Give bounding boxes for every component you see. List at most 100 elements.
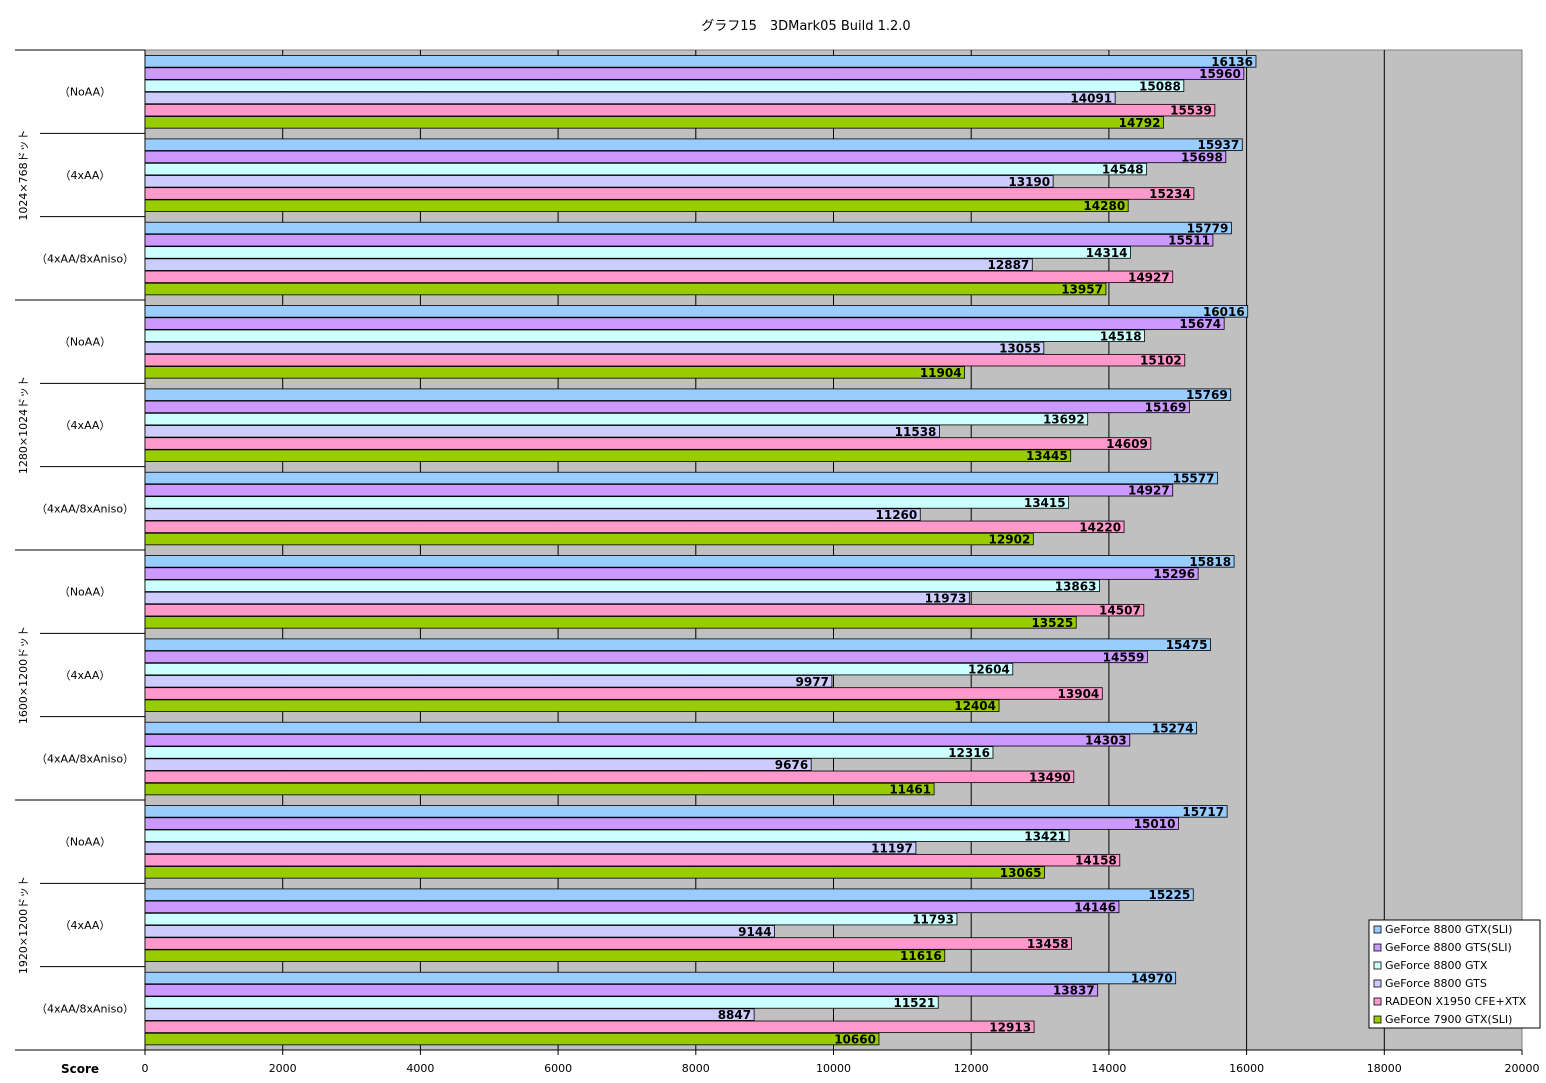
data-label: 15169 [1145, 400, 1187, 414]
bar [144, 555, 1235, 568]
data-label: 10660 [834, 1033, 876, 1047]
chart-title: グラフ15 3DMark05 Build 1.2.0 [701, 19, 910, 34]
data-label: 15296 [1153, 567, 1195, 581]
data-label: 11793 [912, 913, 954, 927]
bar [144, 282, 1107, 296]
bar [144, 721, 1198, 735]
bar [144, 471, 1218, 485]
bar [144, 971, 1177, 985]
bars [144, 55, 1257, 1046]
bar [144, 67, 1245, 80]
bar [144, 388, 1232, 401]
x-tick-label: 0 [142, 1062, 149, 1075]
bar [144, 258, 1033, 271]
data-label: 14314 [1086, 246, 1128, 260]
bar [144, 579, 1100, 592]
bar [144, 425, 940, 438]
bar [144, 116, 1164, 129]
bar [144, 746, 994, 759]
category-label: （4xAA） [60, 419, 111, 432]
bar [144, 996, 939, 1009]
bar [144, 984, 1099, 997]
bar [144, 699, 1000, 712]
data-label: 9676 [775, 758, 808, 772]
bar [144, 150, 1227, 164]
bar [144, 532, 1034, 546]
legend-entry: GeForce 8800 GTX [1385, 959, 1488, 972]
data-label: 15102 [1140, 354, 1182, 368]
legend-swatch [1373, 997, 1382, 1006]
bar [144, 437, 1152, 450]
data-label: 15010 [1134, 817, 1176, 831]
data-label: 13490 [1029, 770, 1071, 784]
plot-area [144, 49, 1523, 1051]
bar [144, 175, 1054, 188]
data-label: 14507 [1099, 604, 1141, 618]
bar [144, 317, 1225, 330]
bar [144, 199, 1129, 212]
legend-entry: RADEON X1950 CFE+XTX [1385, 995, 1527, 1008]
bar [144, 138, 1243, 151]
data-label: 15234 [1149, 187, 1191, 201]
bar [144, 912, 958, 926]
bar [144, 841, 917, 855]
data-label: 9977 [796, 675, 829, 689]
data-label: 11616 [900, 949, 942, 963]
data-label: 15674 [1179, 317, 1221, 331]
data-label: 15511 [1168, 234, 1210, 248]
legend-entry: GeForce 7900 GTX(SLI) [1385, 1013, 1512, 1026]
category-label: （4xAA） [60, 919, 111, 932]
data-label: 12404 [954, 699, 996, 713]
bar [144, 341, 1045, 355]
data-label: 15698 [1181, 150, 1223, 164]
data-label: 14280 [1083, 199, 1125, 213]
bar [144, 638, 1211, 651]
legend-swatch [1373, 979, 1382, 988]
x-tick-label: 8000 [682, 1062, 710, 1075]
legend-swatch [1373, 961, 1382, 970]
group-label: 1920×1200ドット [17, 876, 30, 974]
data-label: 11538 [895, 425, 937, 439]
data-label: 11197 [871, 841, 913, 855]
legend-entry: GeForce 8800 GTS [1385, 977, 1487, 990]
bar [144, 937, 1072, 950]
bar [144, 662, 1014, 676]
data-label: 14927 [1128, 484, 1170, 498]
data-label: 13525 [1031, 616, 1073, 630]
category-label: （4xAA/8xAniso） [36, 752, 134, 765]
bar [144, 449, 1072, 462]
data-label: 14609 [1106, 437, 1148, 451]
bar [144, 817, 1179, 830]
data-label: 15539 [1170, 104, 1212, 118]
group-label: 1280×1024ドット [17, 376, 30, 474]
x-tick-label: 14000 [1091, 1062, 1126, 1075]
bar [144, 187, 1195, 200]
data-label: 13190 [1008, 175, 1050, 189]
bar [144, 758, 812, 771]
category-label: （4xAA/8xAniso） [36, 252, 134, 265]
category-label: （4xAA/8xAniso） [36, 502, 134, 515]
legend-entry: GeForce 8800 GTS(SLI) [1385, 941, 1512, 954]
x-tick-label: 16000 [1229, 1062, 1264, 1075]
data-label: 9144 [738, 925, 771, 939]
data-label: 15717 [1182, 805, 1224, 819]
data-label: 13445 [1026, 449, 1068, 463]
group-label: 1600×1200ドット [17, 626, 30, 724]
bar [144, 55, 1257, 68]
bar [144, 650, 1148, 664]
data-label: 15779 [1187, 222, 1229, 236]
data-label: 13421 [1024, 829, 1066, 843]
bar [144, 591, 970, 605]
data-label: 15818 [1189, 555, 1231, 569]
category-label: （4xAA） [60, 169, 111, 182]
data-label: 12902 [989, 533, 1031, 547]
bar [144, 400, 1190, 414]
legend-swatch [1373, 925, 1382, 934]
category-label: （4xAA/8xAniso） [36, 1002, 134, 1015]
legend-entry: GeForce 8800 GTX(SLI) [1385, 923, 1512, 936]
data-label: 13065 [1000, 866, 1042, 880]
bar [144, 734, 1131, 747]
data-label: 14559 [1103, 650, 1145, 664]
data-label: 13863 [1055, 579, 1097, 593]
